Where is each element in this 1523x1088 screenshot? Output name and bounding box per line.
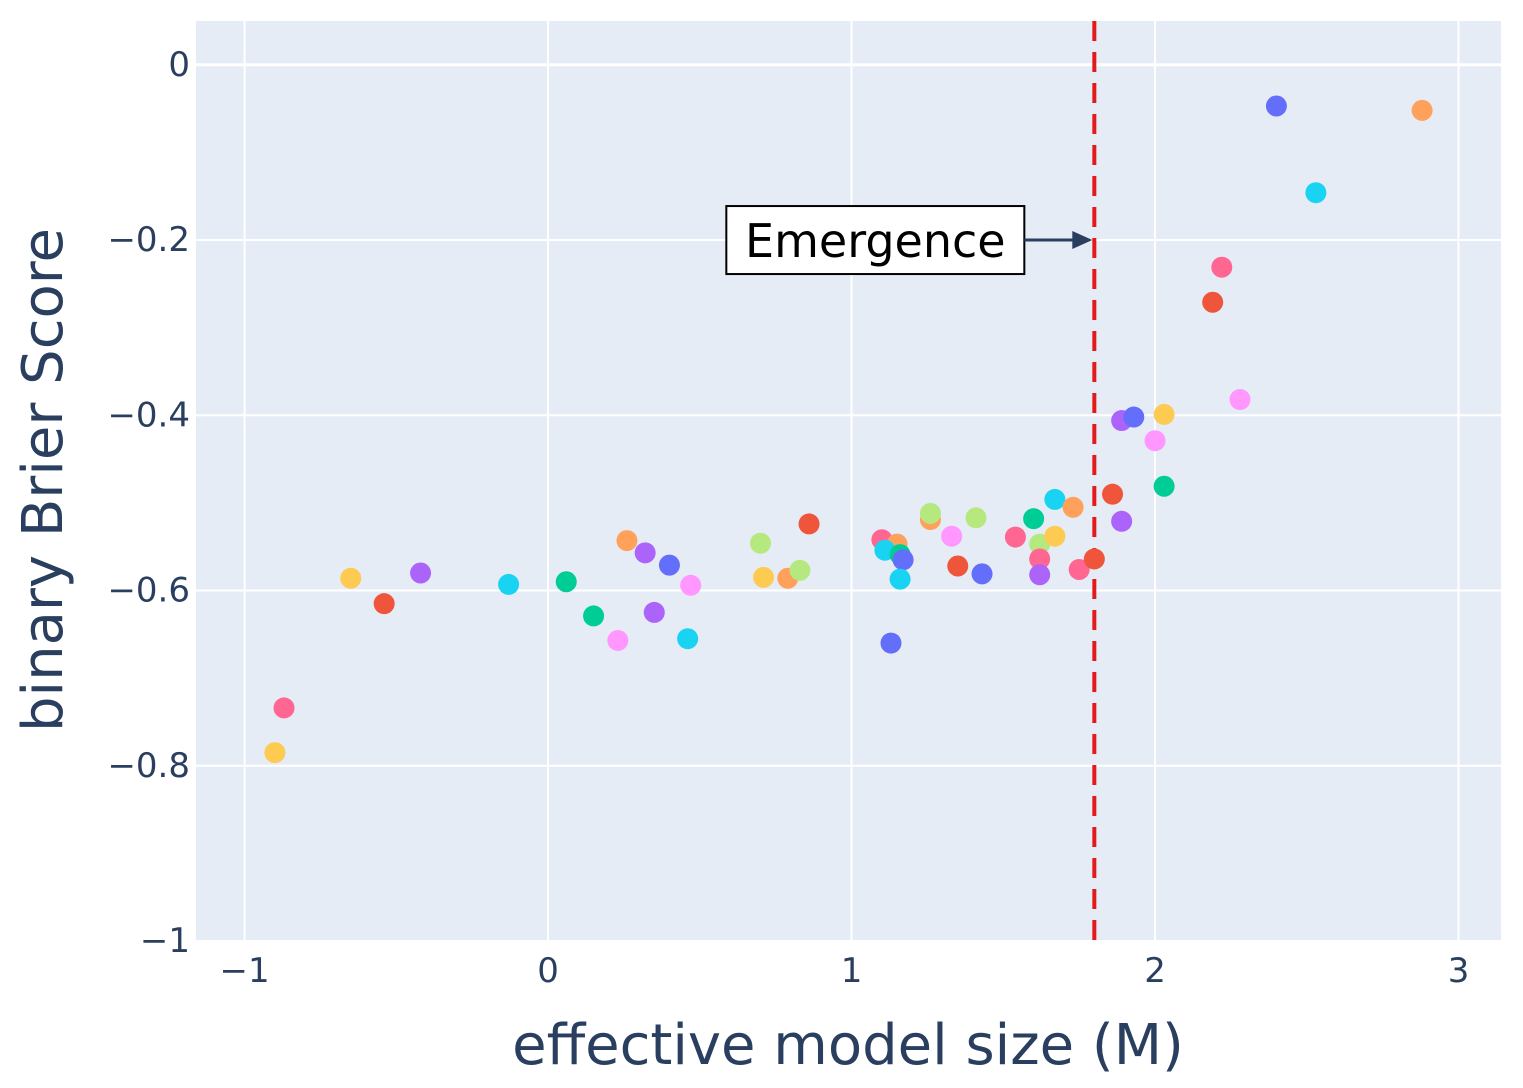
data-point bbox=[1123, 406, 1145, 428]
data-point bbox=[889, 568, 911, 590]
data-point bbox=[677, 628, 699, 650]
data-point bbox=[1265, 95, 1287, 117]
x-tick-label: 2 bbox=[1144, 951, 1166, 991]
emergence-annotation: Emergence bbox=[725, 205, 1093, 276]
data-point bbox=[583, 605, 605, 627]
x-tick-label: 1 bbox=[841, 951, 863, 991]
data-point bbox=[798, 513, 820, 535]
data-point bbox=[340, 567, 362, 589]
data-point bbox=[1102, 483, 1124, 505]
data-point bbox=[616, 530, 638, 552]
data-point bbox=[634, 542, 656, 564]
y-tick-label: −0.4 bbox=[107, 395, 190, 435]
data-point bbox=[1144, 430, 1166, 452]
y-axis-title: binary Brier Score bbox=[11, 228, 76, 732]
data-point bbox=[971, 563, 993, 585]
data-point bbox=[1153, 475, 1175, 497]
data-point bbox=[1083, 548, 1105, 570]
data-points bbox=[264, 95, 1433, 764]
data-point bbox=[264, 742, 286, 764]
data-point bbox=[947, 555, 969, 577]
x-tick-label: 0 bbox=[537, 951, 559, 991]
data-point bbox=[1229, 389, 1251, 411]
data-point bbox=[880, 632, 902, 654]
data-point bbox=[892, 549, 914, 571]
x-tick-label: 3 bbox=[1448, 951, 1470, 991]
y-axis-ticks: 0 −0.2 −0.4 −0.6 −0.8 −1 bbox=[107, 45, 190, 961]
data-point bbox=[643, 601, 665, 623]
data-point bbox=[1044, 488, 1066, 510]
data-point bbox=[753, 566, 775, 588]
data-point bbox=[941, 525, 963, 547]
data-point bbox=[680, 574, 702, 596]
data-point bbox=[965, 507, 987, 529]
data-point bbox=[607, 629, 629, 651]
data-point bbox=[373, 593, 395, 615]
data-point bbox=[658, 554, 680, 576]
y-tick-label: −0.6 bbox=[107, 571, 190, 611]
data-point bbox=[1411, 99, 1433, 121]
annotation-arrowhead bbox=[1072, 231, 1093, 250]
data-point bbox=[1004, 526, 1026, 548]
annotation-label: Emergence bbox=[745, 214, 1006, 268]
data-point bbox=[273, 697, 295, 719]
data-point bbox=[1202, 291, 1224, 313]
data-point bbox=[789, 559, 811, 581]
data-point bbox=[1305, 182, 1327, 204]
data-point bbox=[410, 562, 432, 584]
y-tick-label: −1 bbox=[140, 921, 190, 961]
grid-lines bbox=[196, 21, 1501, 942]
data-point bbox=[1023, 508, 1045, 530]
data-point bbox=[555, 571, 577, 593]
x-tick-label: −1 bbox=[219, 951, 269, 991]
data-point bbox=[1211, 256, 1233, 278]
x-axis-title: effective model size (M) bbox=[512, 1013, 1184, 1078]
x-axis-ticks: −1 0 1 2 3 bbox=[219, 951, 1469, 991]
data-point bbox=[498, 573, 520, 595]
data-point bbox=[1111, 510, 1133, 532]
data-point bbox=[1029, 548, 1051, 570]
plot-background bbox=[196, 21, 1501, 941]
annotation-box bbox=[725, 205, 1026, 276]
y-tick-label: 0 bbox=[168, 45, 190, 85]
data-point bbox=[919, 502, 941, 524]
data-point bbox=[1068, 558, 1090, 580]
data-point bbox=[1044, 525, 1066, 547]
data-point bbox=[1153, 403, 1175, 425]
data-point bbox=[749, 532, 771, 554]
y-tick-label: −0.8 bbox=[107, 746, 190, 786]
data-point bbox=[1062, 496, 1084, 518]
y-tick-label: −0.2 bbox=[107, 220, 190, 260]
data-point bbox=[1029, 564, 1051, 586]
